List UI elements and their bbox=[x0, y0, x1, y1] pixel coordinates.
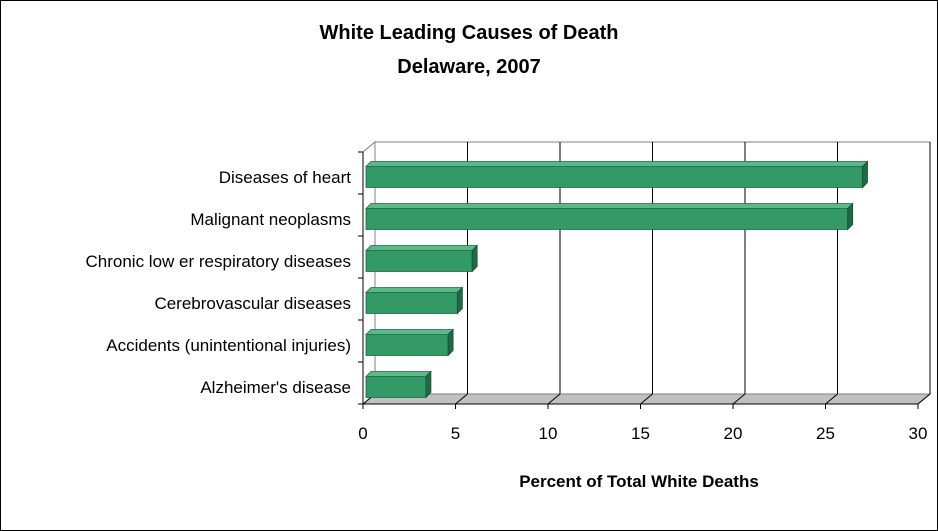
bars bbox=[365, 160, 869, 399]
bar-top bbox=[365, 161, 869, 167]
chart-subtitle: Delaware, 2007 bbox=[397, 56, 541, 78]
bar-front bbox=[365, 208, 849, 230]
category-label: Diseases of heart bbox=[219, 168, 352, 187]
x-tick-label: 15 bbox=[631, 424, 650, 443]
bar-top bbox=[365, 329, 455, 335]
bar-top bbox=[365, 371, 432, 377]
chart-title: White Leading Causes of Death bbox=[319, 22, 619, 44]
bar-end bbox=[847, 202, 854, 231]
bar-top bbox=[365, 203, 854, 209]
bar-front bbox=[365, 166, 863, 188]
category-label: Accidents (unintentional injuries) bbox=[106, 336, 351, 355]
x-tick-labels: 0 5 10 15 20 25 30 bbox=[358, 424, 927, 443]
floor-tick-line bbox=[825, 393, 838, 405]
bar-end bbox=[862, 160, 868, 189]
bar bbox=[365, 160, 869, 189]
bar bbox=[365, 286, 464, 315]
bar-top bbox=[365, 287, 464, 293]
bar-end bbox=[456, 286, 463, 315]
bar-front bbox=[365, 334, 449, 356]
x-tick-label: 5 bbox=[451, 424, 460, 443]
bar-end bbox=[471, 244, 478, 273]
bar bbox=[365, 202, 854, 231]
category-label: Alzheimer's disease bbox=[200, 378, 351, 397]
x-tick-label: 25 bbox=[816, 424, 835, 443]
floor-tick-line bbox=[455, 393, 468, 405]
bar-end bbox=[447, 328, 454, 357]
floor-tick-line bbox=[917, 393, 931, 405]
x-tick-label: 0 bbox=[358, 424, 367, 443]
x-tick-label: 10 bbox=[539, 424, 558, 443]
bar bbox=[365, 244, 479, 273]
category-label: Chronic low er respiratory diseases bbox=[86, 252, 352, 271]
floor-tick-line bbox=[732, 393, 746, 405]
x-tick-label: 30 bbox=[909, 424, 928, 443]
bar-front bbox=[365, 292, 458, 314]
bar-front bbox=[365, 250, 473, 272]
floor-tick-line bbox=[547, 393, 561, 405]
bar-top bbox=[365, 245, 479, 251]
bar-front bbox=[365, 376, 427, 398]
floor-tick-line bbox=[640, 393, 653, 405]
bar bbox=[365, 328, 455, 357]
x-axis-title: Percent of Total White Deaths bbox=[519, 472, 759, 491]
category-label: Malignant neoplasms bbox=[190, 210, 351, 229]
bar bbox=[365, 370, 432, 399]
category-label: Cerebrovascular diseases bbox=[154, 294, 351, 313]
x-tick-label: 20 bbox=[724, 424, 743, 443]
bar-end bbox=[425, 370, 432, 399]
category-labels: Diseases of heart Malignant neoplasms Chro… bbox=[86, 151, 363, 405]
